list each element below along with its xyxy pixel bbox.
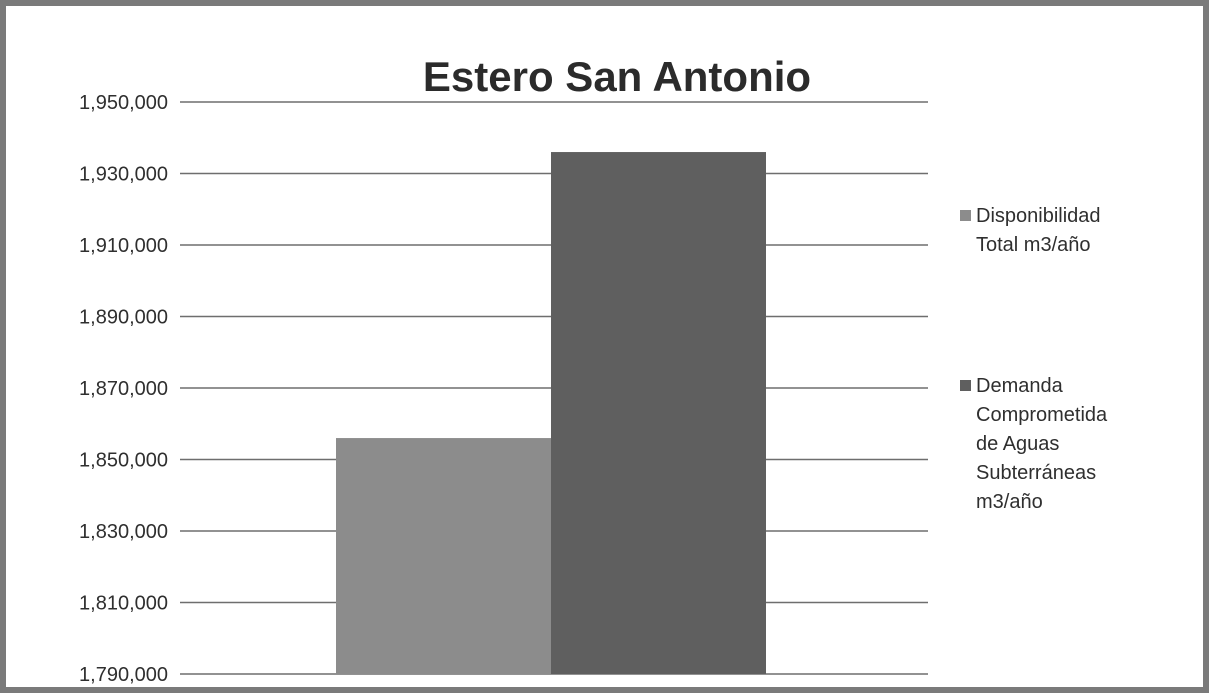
chart-title: Estero San Antonio — [423, 53, 811, 100]
legend-marker — [960, 210, 971, 221]
y-tick-label: 1,870,000 — [79, 378, 168, 400]
y-tick-label: 1,950,000 — [79, 92, 168, 114]
y-tick-label: 1,850,000 — [79, 450, 168, 472]
y-tick-label: 1,890,000 — [79, 307, 168, 329]
y-tick-label: 1,930,000 — [79, 164, 168, 186]
legend-label-line: Total m3/año — [976, 234, 1091, 256]
legend-marker — [960, 380, 971, 391]
legend-label-line: m3/año — [976, 491, 1043, 513]
legend: Disponibilidad Total m3/año Demanda Comprom… — [960, 205, 1108, 513]
legend-label-line: Disponibilidad — [976, 205, 1101, 227]
bar-series-1 — [336, 438, 551, 674]
bar-series-2 — [551, 152, 766, 675]
legend-label-line: Demanda — [976, 375, 1064, 397]
y-tick-label: 1,810,000 — [79, 593, 168, 615]
bars — [336, 152, 766, 675]
y-tick-label: 1,790,000 — [79, 664, 168, 686]
y-tick-label: 1,910,000 — [79, 235, 168, 257]
y-axis-tick-labels: 1,790,000 1,810,000 1,830,000 1,850,000 1,87… — [79, 92, 168, 686]
legend-label-line: Comprometida — [976, 404, 1108, 426]
legend-label-line: Subterráneas — [976, 462, 1096, 484]
y-tick-label: 1,830,000 — [79, 521, 168, 543]
legend-label-line: de Aguas — [976, 433, 1059, 455]
